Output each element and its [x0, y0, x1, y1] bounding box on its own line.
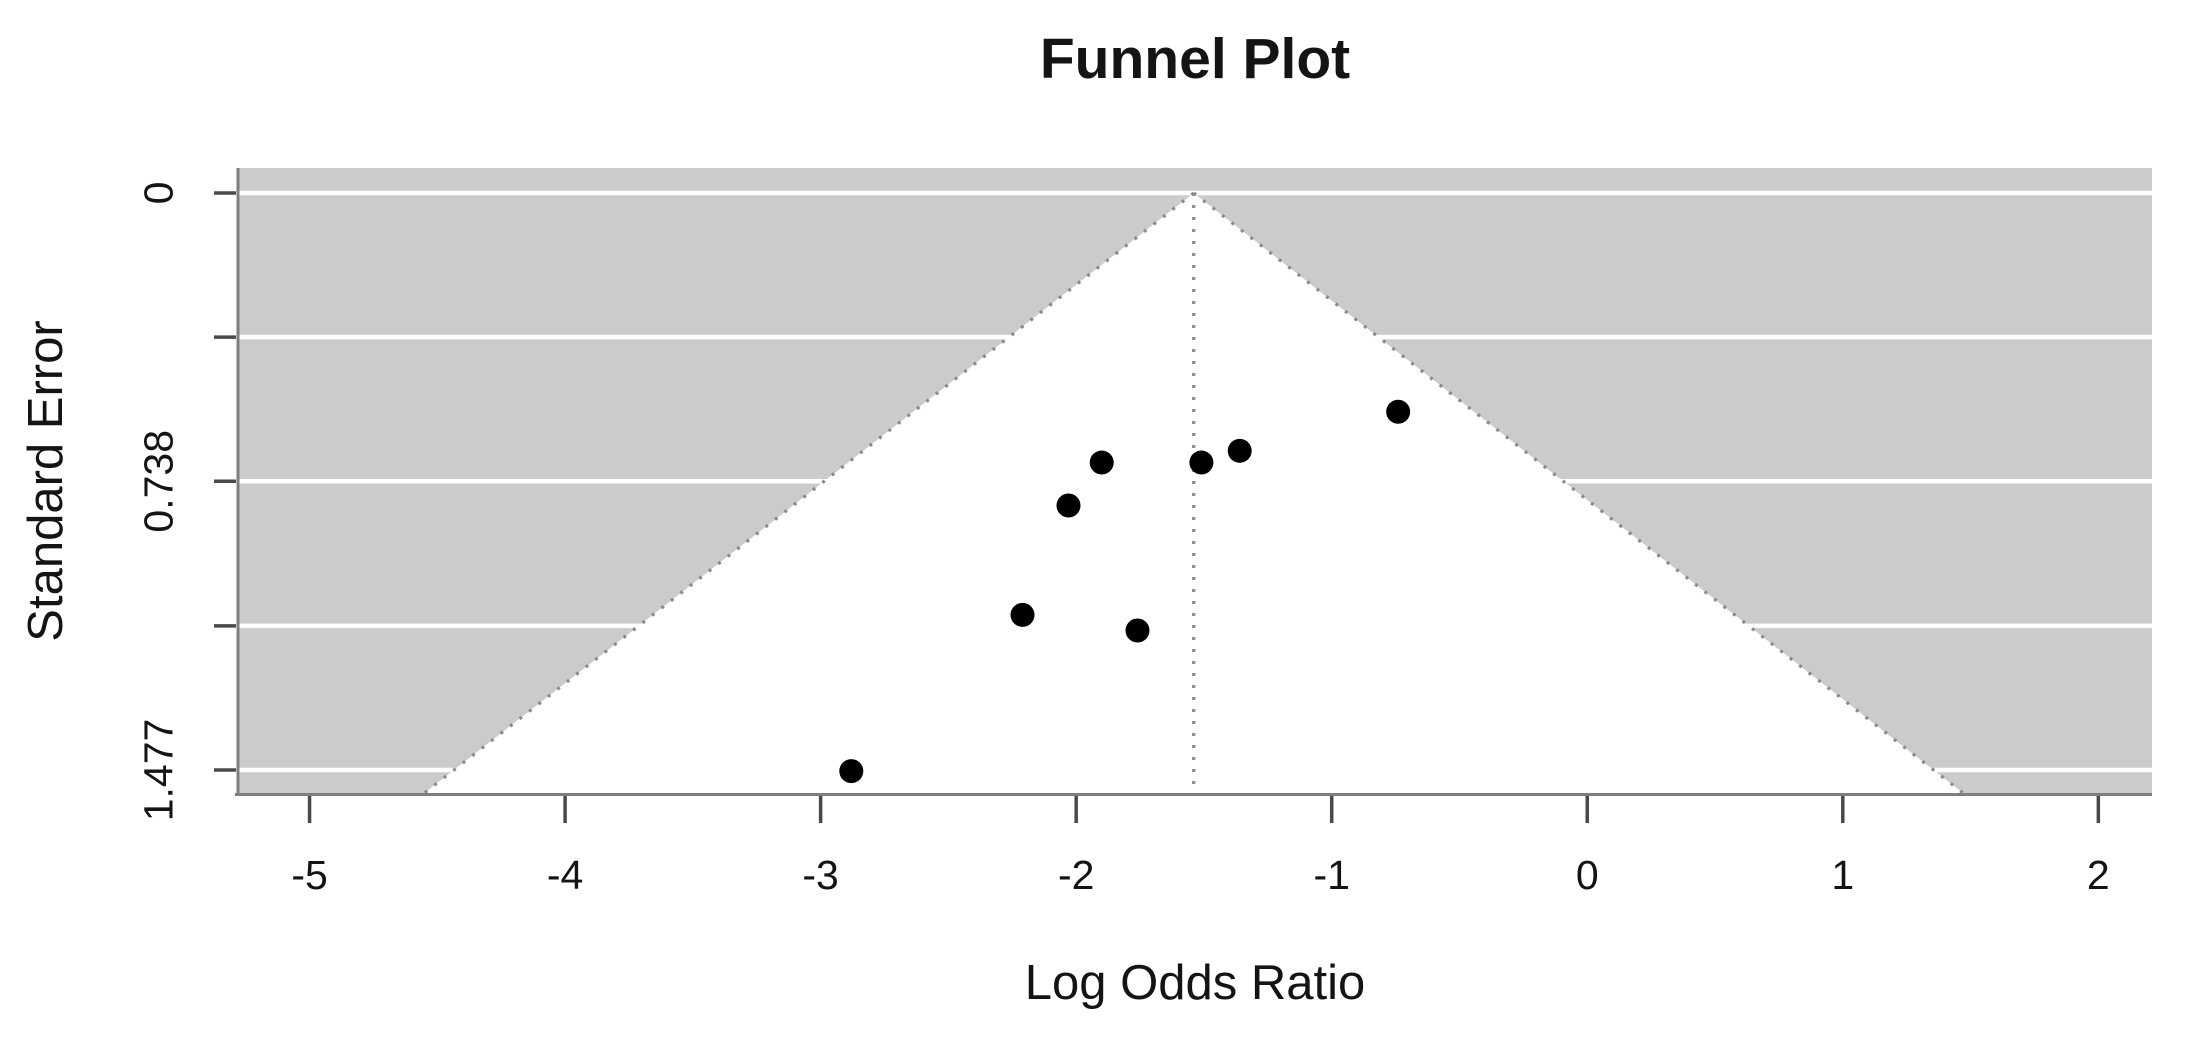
x-tick-label: 0 — [1576, 852, 1599, 898]
data-point — [839, 759, 864, 784]
y-tick-label: 0 — [135, 182, 181, 205]
chart-title: Funnel Plot — [1039, 27, 1351, 91]
x-tick-label: -5 — [291, 852, 327, 898]
x-tick-label: -1 — [1313, 852, 1349, 898]
data-point — [1386, 399, 1411, 424]
data-point — [1010, 602, 1035, 627]
data-point — [1089, 450, 1114, 475]
data-point — [1189, 450, 1214, 475]
x-tick-label: 2 — [2087, 852, 2110, 898]
data-point — [1125, 618, 1150, 643]
x-tick-label: 1 — [1831, 852, 1854, 898]
data-point — [1056, 493, 1081, 518]
x-axis-title: Log Odds Ratio — [1024, 956, 1366, 1010]
x-tick-label: -3 — [802, 852, 838, 898]
data-point — [1227, 438, 1252, 463]
y-tick-label: 0.738 — [135, 430, 181, 533]
x-tick-label: -2 — [1058, 852, 1094, 898]
y-tick-label: 1.477 — [135, 719, 181, 822]
x-tick-label: -4 — [547, 852, 583, 898]
